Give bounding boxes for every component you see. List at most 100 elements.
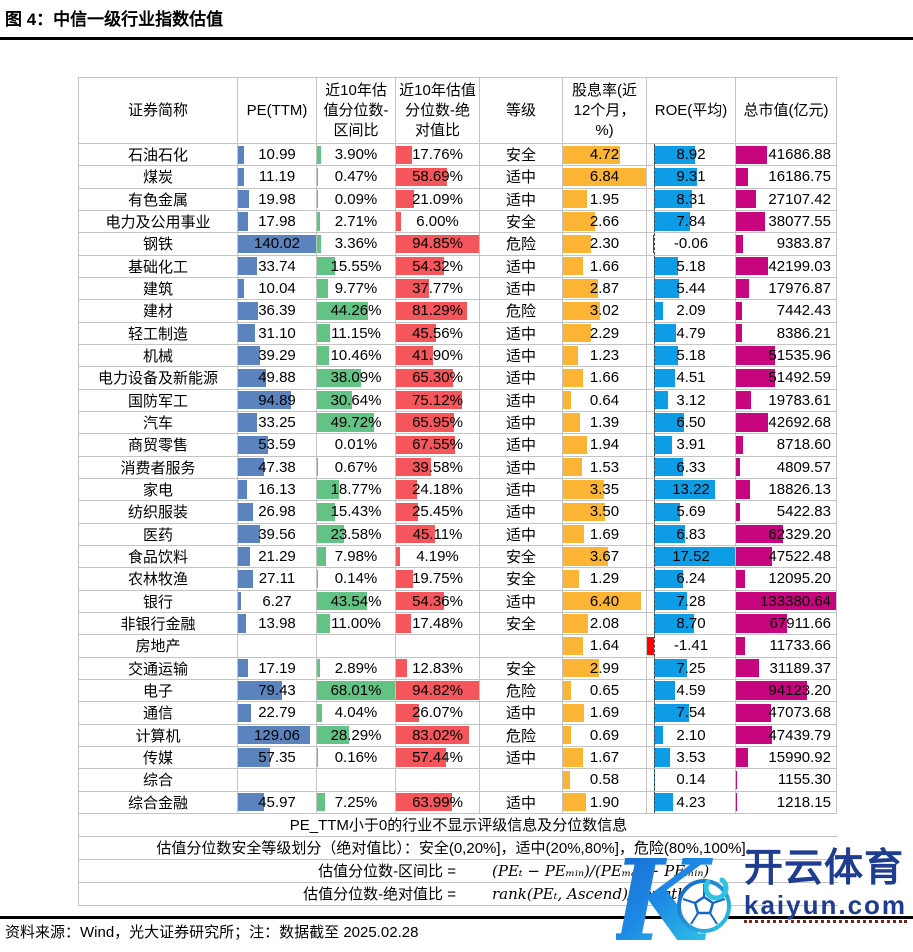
pct-interval-databar <box>317 614 330 632</box>
pct-interval-value: 9.77% <box>335 280 378 297</box>
dividend-yield-databar <box>563 458 582 476</box>
grade-value: 适中 <box>506 457 536 478</box>
roe-databar <box>654 391 669 409</box>
industry-name-value: 煤炭 <box>143 166 173 187</box>
pct-interval-value: 4.04% <box>335 704 378 721</box>
roe-cell: 2.10 <box>647 725 736 747</box>
dividend-yield-cell: 1.95 <box>563 189 647 211</box>
market-cap-databar <box>736 771 737 789</box>
market-cap-databar <box>736 413 768 431</box>
grade-cell: 适中 <box>480 278 563 300</box>
market-cap-databar <box>736 324 742 342</box>
pe-ttm-databar <box>238 704 251 722</box>
pct-absolute-value: 94.82% <box>412 682 463 699</box>
pct-interval-value: 44.26% <box>331 302 382 319</box>
pct-interval-value: 0.47% <box>335 168 378 185</box>
roe-value: 4.23 <box>676 794 705 811</box>
roe-zero-axis <box>654 613 655 634</box>
pct-interval-cell: 2.71% <box>317 211 396 233</box>
market-cap-databar <box>736 190 756 208</box>
dividend-yield-value: 3.67 <box>590 548 619 565</box>
pe-ttm-value: 27.11 <box>259 570 295 587</box>
industry-name-cell: 基础化工 <box>79 256 238 278</box>
dividend-yield-cell: 1.23 <box>563 345 647 367</box>
grade-value: 安全 <box>506 658 536 679</box>
market-cap-cell: 31189.37 <box>736 658 837 680</box>
market-cap-value: 42199.03 <box>768 258 831 275</box>
footnote-grade-rule-text: 估值分位数安全等级划分（绝对值比）：安全(0,20%]，适中(20%,80%]，… <box>156 838 760 859</box>
pct-absolute-value: 17.48% <box>412 615 463 632</box>
dividend-yield-cell: 0.65 <box>563 680 647 702</box>
footnote-pe-rule: PE_TTM小于0的行业不显示评级信息及分位数信息 <box>79 814 838 837</box>
page-title: 图 4：中信一级行业指数估值 <box>5 5 223 30</box>
market-cap-databar <box>736 704 771 722</box>
pe-ttm-databar <box>238 279 244 297</box>
pct-interval-value: 0.01% <box>335 436 378 453</box>
pe-ttm-cell: 6.27 <box>238 591 317 613</box>
market-cap-databar <box>736 793 737 811</box>
pct-interval-cell: 43.54% <box>317 591 396 613</box>
market-cap-cell: 8386.21 <box>736 323 837 345</box>
market-cap-cell: 47439.79 <box>736 725 837 747</box>
pe-ttm-value: 13.98 <box>258 615 296 632</box>
header-pe-ttm: PE(TTM) <box>238 78 317 144</box>
market-cap-value: 19783.61 <box>768 392 831 409</box>
pe-ttm-cell: 17.19 <box>238 658 317 680</box>
pct-interval-value: 3.90% <box>335 146 378 163</box>
grade-cell <box>480 635 563 657</box>
pct-absolute-value: 67.55% <box>412 436 463 453</box>
pe-ttm-databar <box>238 168 244 186</box>
header-grade: 等级 <box>480 78 563 144</box>
pct-absolute-value: 37.77% <box>412 280 463 297</box>
pe-ttm-cell: 140.02 <box>238 233 317 255</box>
grade-value: 安全 <box>506 211 536 232</box>
pct-absolute-cell: 45.11% <box>396 524 480 546</box>
grade-cell: 适中 <box>480 792 563 814</box>
pct-interval-cell: 7.98% <box>317 546 396 568</box>
pct-absolute-value: 25.45% <box>412 503 463 520</box>
industry-name-value: 汽车 <box>143 412 173 433</box>
roe-value: 6.33 <box>676 459 705 476</box>
market-cap-cell: 19783.61 <box>736 390 837 412</box>
pe-ttm-databar <box>238 190 249 208</box>
pct-absolute-cell: 54.36% <box>396 591 480 613</box>
roe-value: 2.09 <box>676 302 705 319</box>
dividend-yield-value: 1.69 <box>590 704 619 721</box>
footnote-grade-rule: 估值分位数安全等级划分（绝对值比）：安全(0,20%]，适中(20%,80%]，… <box>79 837 838 860</box>
grade-cell: 适中 <box>480 166 563 188</box>
source-note: 资料来源：Wind，光大证券研究所；注：数据截至 2025.02.28 <box>5 921 418 942</box>
pct-interval-cell: 2.89% <box>317 658 396 680</box>
dividend-yield-databar <box>563 413 580 431</box>
industry-name-value: 钢铁 <box>143 233 173 254</box>
pe-ttm-value: 19.98 <box>258 191 296 208</box>
roe-cell: 8.92 <box>647 144 736 166</box>
market-cap-databar <box>736 570 745 588</box>
dividend-yield-cell: 0.69 <box>563 725 647 747</box>
industry-name-cell: 综合金融 <box>79 792 238 814</box>
pct-interval-databar <box>317 704 322 722</box>
roe-cell: 3.12 <box>647 390 736 412</box>
grade-value: 适中 <box>506 501 536 522</box>
industry-name-value: 房地产 <box>135 635 180 656</box>
pe-ttm-cell: 16.13 <box>238 479 317 501</box>
grade-value: 危险 <box>506 725 536 746</box>
dividend-yield-databar <box>563 681 571 699</box>
industry-name-value: 传媒 <box>143 747 173 768</box>
market-cap-databar <box>736 436 743 454</box>
roe-databar <box>654 324 676 342</box>
pct-interval-value: 30.64% <box>331 392 382 409</box>
market-cap-cell: 11733.66 <box>736 635 837 657</box>
market-cap-cell: 42692.68 <box>736 412 837 434</box>
pe-ttm-value: 33.74 <box>258 258 296 275</box>
dividend-yield-cell: 1.53 <box>563 457 647 479</box>
dividend-yield-cell: 6.40 <box>563 591 647 613</box>
roe-zero-axis <box>654 501 655 522</box>
pct-absolute-databar <box>396 146 412 164</box>
